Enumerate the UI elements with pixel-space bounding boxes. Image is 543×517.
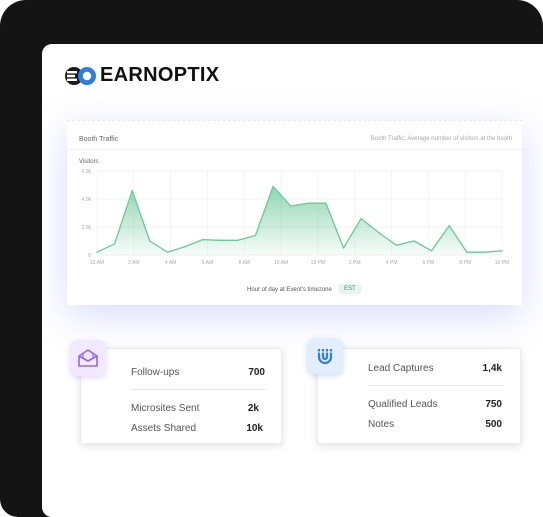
data-point	[131, 190, 133, 192]
dashboard-screen: EARNOPTIX Booth Traffic Booth Traffic: A…	[42, 44, 543, 517]
data-point	[96, 251, 98, 253]
x-axis-title: Hour of day at Event's timezone	[247, 287, 332, 293]
data-point	[448, 225, 450, 227]
data-point	[166, 251, 169, 253]
data-point	[325, 202, 327, 204]
chart-card-header: Booth Traffic Booth Traffic: Average num…	[67, 127, 522, 150]
x-tick-label: 10 PM	[495, 260, 509, 266]
series-line	[96, 185, 503, 253]
engagement-stats-card: Follow-ups 700 Microsites Sent 2k Assets…	[80, 348, 282, 444]
data-point	[290, 205, 292, 207]
y-axis-title: Visitors	[79, 159, 99, 165]
data-point	[254, 234, 257, 236]
x-tick-label: 4 PM	[386, 260, 398, 266]
stat-label: Assets Shared	[131, 423, 197, 434]
booth-traffic-chart: Visitors 6.0k 4.0k 2.0k 012 AM 2 AM 4 AM 6 AM 8 …	[79, 159, 509, 266]
y-tick-label: 4.0k	[82, 197, 92, 203]
stat-value: 10k	[246, 423, 263, 434]
stat-divider	[131, 389, 265, 390]
data-point	[202, 239, 204, 241]
data-point	[114, 243, 116, 245]
data-point	[307, 202, 309, 204]
data-point	[501, 250, 503, 252]
x-tick-label: 2 PM	[349, 260, 361, 266]
stat-label: Qualified Leads	[368, 399, 438, 410]
data-point	[395, 244, 397, 246]
logo-icon	[65, 66, 96, 85]
y-tick-label: 0	[88, 253, 91, 259]
y-tick-label: 6.0k	[82, 169, 92, 175]
data-point	[413, 240, 415, 242]
x-tick-label: 8 PM	[459, 260, 471, 266]
stat-value: 700	[248, 367, 265, 378]
stat-label: Lead Captures	[368, 363, 434, 374]
x-tick-label: 12 AM	[90, 260, 104, 266]
data-point	[184, 246, 186, 248]
data-point	[149, 240, 151, 242]
stat-label: Follow-ups	[131, 367, 180, 378]
data-point	[483, 251, 485, 253]
stat-divider	[368, 385, 504, 386]
x-tick-label: 12 PM	[311, 260, 325, 266]
data-point	[360, 218, 362, 220]
stat-label: Microsites Sent	[131, 403, 200, 414]
data-point	[466, 251, 468, 253]
x-tick-label: 6 PM	[423, 260, 435, 266]
chart-title: Booth Traffic	[79, 136, 119, 143]
timezone-badge: EST	[339, 284, 361, 294]
x-tick-label: 8 AM	[239, 260, 250, 266]
stat-value: 1,4k	[482, 363, 502, 374]
x-tick-label: 4 AM	[165, 260, 176, 266]
brand-name: EARNOPTIX	[100, 64, 220, 86]
data-point	[378, 232, 380, 234]
series-area	[97, 186, 502, 255]
x-tick-label: 6 AM	[202, 260, 213, 266]
lead-stats-card: Lead Captures 1,4k Qualified Leads 750 N…	[317, 348, 521, 444]
data-point	[342, 247, 345, 249]
booth-traffic-card: Booth Traffic Booth Traffic: Average num…	[67, 120, 522, 305]
envelope-icon	[70, 340, 106, 376]
magnet-icon	[307, 338, 343, 374]
brand-logo: EARNOPTIX	[64, 64, 219, 87]
chart-subtitle: Booth Traffic: Average number of visitor…	[370, 136, 512, 142]
data-point	[237, 239, 239, 241]
stat-value: 750	[485, 399, 502, 410]
data-point	[272, 185, 274, 187]
data-point	[430, 250, 433, 252]
x-tick-label: 10 AM	[274, 260, 288, 266]
x-tick-label: 2 AM	[128, 260, 139, 266]
stat-label: Notes	[368, 419, 395, 430]
stat-value: 2k	[247, 403, 259, 414]
y-tick-label: 2.0k	[82, 225, 92, 231]
data-point	[219, 239, 221, 241]
stat-value: 500	[485, 419, 502, 430]
